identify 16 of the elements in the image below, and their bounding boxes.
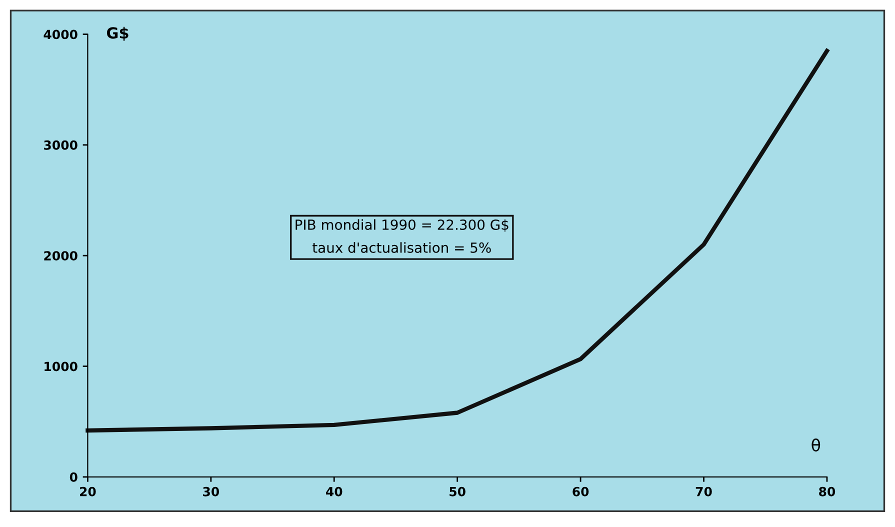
x-tick-label: 70 [696, 486, 712, 496]
x-tick-label: 60 [572, 486, 589, 496]
x-tick-label: 30 [203, 486, 220, 496]
x-tick-label: 40 [326, 486, 342, 496]
y-tick-label: 1000 [44, 362, 78, 372]
x-tick-label: 20 [80, 486, 96, 496]
y-tick-label: 0 [70, 472, 78, 482]
x-axis-title: θ [812, 438, 820, 452]
y-tick-label: 2000 [44, 251, 78, 261]
line-series [86, 48, 830, 433]
x-tick-label: 50 [450, 486, 466, 496]
y-axis-title: G$ [106, 26, 128, 41]
annotation: PIB mondial 1990 = 22.300 G$ taux d'actualisation = 5% [296, 219, 508, 253]
y-tick-label: 3000 [44, 140, 78, 150]
y-tick-label: 4000 [44, 30, 78, 40]
x-tick-label: 80 [819, 486, 836, 496]
